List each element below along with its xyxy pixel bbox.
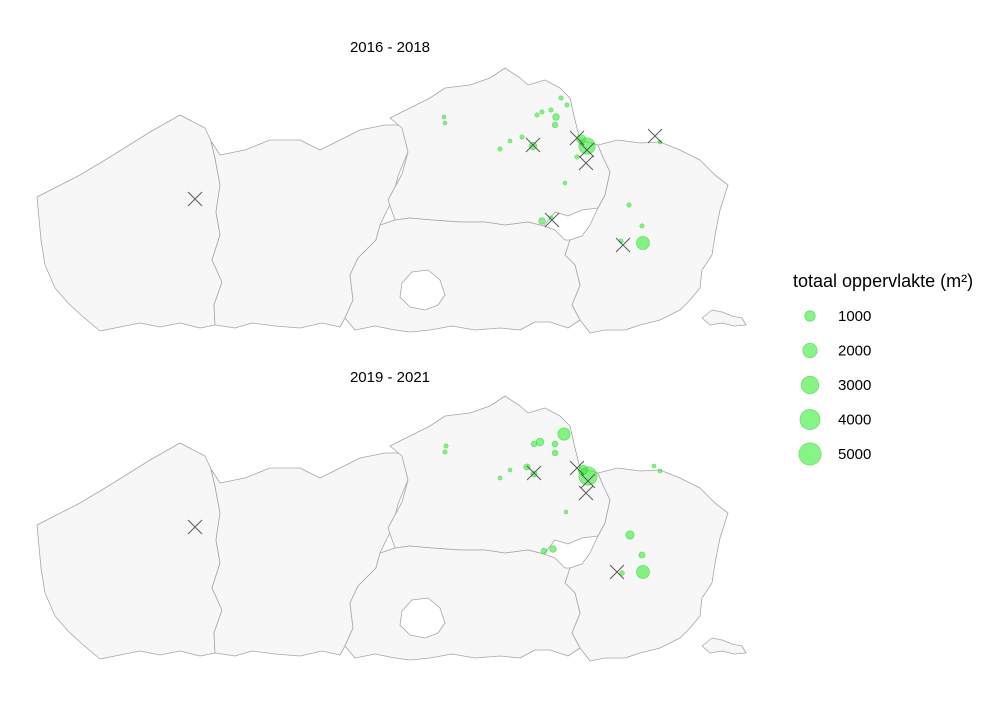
cross-marker	[609, 564, 625, 580]
cross-marker	[526, 465, 542, 481]
cross-marker	[578, 155, 594, 171]
area-bubble	[443, 443, 449, 449]
legend-label: 2000	[838, 343, 871, 360]
cross-marker	[579, 142, 595, 158]
cross-marker	[187, 519, 203, 535]
legend-key-circle	[798, 442, 822, 466]
cross-marker	[578, 485, 594, 501]
legend-key-circle	[802, 342, 818, 359]
legend-entries: 1000 2000 3000 4000 5000	[798, 308, 871, 466]
legend-key-circle	[799, 409, 821, 430]
area-bubble	[528, 141, 538, 151]
map-panel-2016-2018: 2016 - 2018	[36, 39, 747, 334]
bubble-layer	[441, 95, 663, 250]
cross-marker	[580, 473, 596, 489]
province-antwerp	[387, 395, 611, 555]
province-flemish-brabant	[344, 217, 581, 333]
area-bubble	[636, 236, 650, 250]
area-bubble	[551, 449, 559, 457]
area-bubble	[557, 427, 571, 441]
area-bubble	[540, 547, 548, 555]
area-bubble	[548, 215, 554, 221]
area-bubble	[539, 109, 545, 115]
brussels-region	[399, 597, 446, 639]
area-bubble	[639, 223, 645, 229]
area-bubble	[519, 134, 525, 140]
area-bubble	[574, 154, 580, 160]
area-bubble	[551, 440, 559, 448]
legend-key-circle	[804, 310, 816, 322]
legend-label: 4000	[838, 412, 871, 429]
area-bubble	[562, 180, 568, 186]
province-limburg	[564, 467, 729, 662]
flanders-map	[36, 395, 747, 662]
area-bubble	[657, 468, 663, 474]
area-bubble	[563, 509, 569, 515]
province-west-flanders	[36, 114, 223, 332]
area-bubble	[535, 437, 545, 447]
cross-marker	[569, 460, 585, 476]
cross-marker	[544, 212, 560, 228]
size-legend: totaal oppervlakte (m²) 1000 2000 3000 4000…	[793, 271, 973, 466]
legend-label: 3000	[838, 377, 871, 394]
legend-label: 1000	[838, 308, 871, 325]
cross-marker	[647, 128, 663, 144]
flanders-map	[36, 67, 747, 334]
area-bubble	[558, 95, 564, 101]
area-bubble	[530, 470, 538, 478]
area-bubble	[530, 440, 538, 448]
area-bubble	[549, 545, 557, 553]
area-bubble	[551, 121, 559, 129]
limburg-exclave	[701, 637, 747, 655]
map-panel-2019-2021: 2019 - 2021	[36, 369, 747, 662]
province-flemish-brabant	[344, 545, 581, 661]
cross-marker	[615, 237, 631, 253]
cross-marker	[187, 191, 203, 207]
area-bubble	[657, 139, 663, 145]
area-bubble	[497, 146, 503, 152]
cross-marker	[569, 130, 585, 146]
area-bubble	[636, 565, 650, 579]
panel-title: 2019 - 2021	[350, 369, 430, 386]
cross-marker-layer	[187, 128, 663, 253]
bubble-layer	[442, 427, 663, 579]
area-bubble	[619, 570, 625, 576]
limburg-exclave	[701, 309, 747, 327]
area-bubble	[638, 551, 646, 559]
area-bubble	[507, 467, 513, 473]
legend-title: totaal oppervlakte (m²)	[793, 271, 973, 291]
brussels-region	[399, 269, 446, 311]
area-bubble	[651, 463, 657, 469]
area-bubble	[507, 138, 513, 144]
area-bubble	[534, 112, 540, 118]
province-limburg	[564, 139, 729, 334]
area-bubble	[564, 102, 570, 108]
area-bubble	[538, 217, 546, 225]
area-bubble	[625, 530, 635, 540]
area-bubble	[552, 113, 560, 121]
area-bubble	[442, 449, 448, 455]
area-bubble	[523, 463, 531, 471]
cross-marker	[525, 137, 541, 153]
area-bubble	[441, 114, 447, 120]
panel-title: 2016 - 2018	[350, 39, 430, 56]
area-bubble	[497, 475, 503, 481]
legend-label: 5000	[838, 446, 871, 463]
area-bubble	[442, 120, 448, 126]
area-bubble	[626, 202, 632, 208]
area-bubble	[548, 107, 554, 113]
province-west-flanders	[36, 442, 223, 660]
area-bubble	[577, 464, 589, 476]
legend-key-circle	[800, 375, 820, 395]
cross-marker-layer	[187, 460, 625, 580]
